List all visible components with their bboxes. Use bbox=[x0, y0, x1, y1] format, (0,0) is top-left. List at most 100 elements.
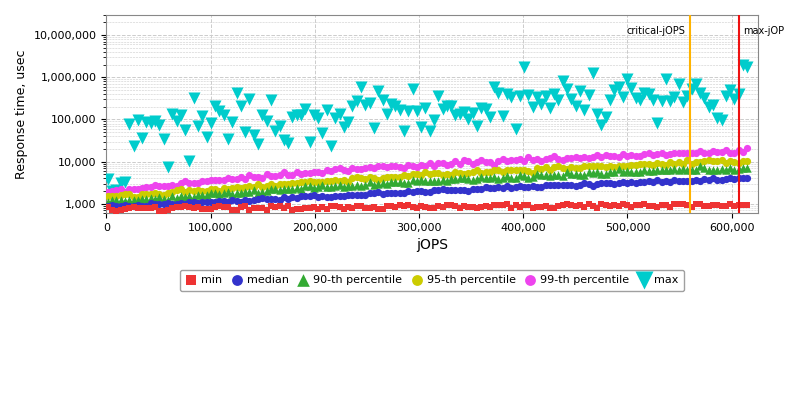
95-th percentile bbox=[376, 175, 389, 182]
95-th percentile bbox=[334, 178, 346, 184]
median bbox=[363, 189, 376, 196]
min bbox=[307, 204, 320, 210]
95-th percentile bbox=[218, 184, 230, 191]
95-th percentile bbox=[715, 157, 728, 163]
90-th percentile bbox=[483, 174, 496, 181]
90-th percentile bbox=[561, 169, 574, 176]
95-th percentile bbox=[428, 170, 441, 176]
median bbox=[260, 196, 273, 202]
median bbox=[617, 179, 630, 185]
99-th percentile bbox=[561, 154, 574, 161]
max bbox=[256, 112, 269, 119]
median bbox=[732, 175, 745, 181]
95-th percentile bbox=[617, 163, 630, 169]
90-th percentile bbox=[106, 197, 118, 204]
min bbox=[338, 206, 350, 212]
min bbox=[659, 202, 672, 209]
90-th percentile bbox=[218, 190, 230, 196]
min bbox=[106, 207, 118, 213]
90-th percentile bbox=[278, 186, 290, 192]
90-th percentile bbox=[385, 179, 398, 186]
min bbox=[441, 202, 454, 208]
max bbox=[706, 102, 719, 108]
min bbox=[625, 204, 638, 210]
99-th percentile bbox=[441, 162, 454, 169]
90-th percentile bbox=[243, 188, 256, 195]
median bbox=[389, 190, 402, 196]
max bbox=[183, 158, 196, 165]
99-th percentile bbox=[552, 155, 565, 162]
median bbox=[385, 190, 398, 196]
90-th percentile bbox=[162, 196, 174, 203]
max bbox=[672, 81, 685, 87]
min bbox=[286, 206, 298, 213]
99-th percentile bbox=[582, 155, 595, 161]
95-th percentile bbox=[303, 178, 316, 184]
median bbox=[702, 176, 715, 183]
min bbox=[334, 204, 346, 210]
median bbox=[651, 177, 664, 184]
95-th percentile bbox=[638, 161, 650, 168]
99-th percentile bbox=[153, 183, 166, 190]
99-th percentile bbox=[209, 177, 222, 184]
90-th percentile bbox=[144, 195, 157, 202]
99-th percentile bbox=[488, 162, 501, 168]
max bbox=[475, 105, 488, 111]
99-th percentile bbox=[286, 172, 298, 178]
max bbox=[436, 106, 449, 112]
99-th percentile bbox=[432, 160, 445, 166]
90-th percentile bbox=[354, 183, 367, 189]
median bbox=[372, 189, 385, 196]
95-th percentile bbox=[578, 163, 590, 170]
min bbox=[389, 204, 402, 210]
99-th percentile bbox=[226, 176, 238, 183]
90-th percentile bbox=[127, 196, 140, 203]
90-th percentile bbox=[715, 166, 728, 172]
median bbox=[342, 191, 354, 198]
90-th percentile bbox=[303, 183, 316, 190]
max bbox=[334, 111, 346, 117]
95-th percentile bbox=[483, 169, 496, 175]
99-th percentile bbox=[414, 162, 427, 169]
99-th percentile bbox=[651, 151, 664, 157]
min bbox=[518, 202, 530, 208]
max bbox=[187, 94, 200, 101]
min bbox=[505, 205, 518, 211]
median bbox=[158, 200, 170, 207]
90-th percentile bbox=[140, 196, 153, 202]
99-th percentile bbox=[539, 156, 552, 162]
95-th percentile bbox=[595, 163, 608, 170]
90-th percentile bbox=[488, 174, 501, 180]
95-th percentile bbox=[522, 168, 535, 174]
min bbox=[127, 204, 140, 210]
median bbox=[354, 191, 367, 198]
90-th percentile bbox=[363, 178, 376, 185]
min bbox=[376, 206, 389, 212]
90-th percentile bbox=[273, 187, 286, 193]
95-th percentile bbox=[114, 191, 127, 198]
99-th percentile bbox=[475, 157, 488, 163]
90-th percentile bbox=[634, 169, 646, 175]
95-th percentile bbox=[539, 164, 552, 170]
95-th percentile bbox=[183, 187, 196, 193]
90-th percentile bbox=[118, 198, 131, 204]
median bbox=[123, 202, 136, 209]
min bbox=[706, 201, 719, 208]
median bbox=[127, 202, 140, 209]
max bbox=[367, 124, 380, 131]
median bbox=[526, 183, 539, 189]
min bbox=[269, 204, 282, 210]
max bbox=[153, 122, 166, 128]
max bbox=[694, 90, 706, 96]
99-th percentile bbox=[329, 166, 342, 172]
95-th percentile bbox=[706, 158, 719, 164]
95-th percentile bbox=[260, 183, 273, 189]
max bbox=[350, 98, 363, 104]
max bbox=[634, 97, 646, 103]
95-th percentile bbox=[354, 175, 367, 181]
max bbox=[698, 95, 711, 101]
max bbox=[595, 122, 608, 128]
99-th percentile bbox=[149, 182, 162, 188]
max bbox=[303, 139, 316, 146]
max bbox=[200, 134, 213, 140]
